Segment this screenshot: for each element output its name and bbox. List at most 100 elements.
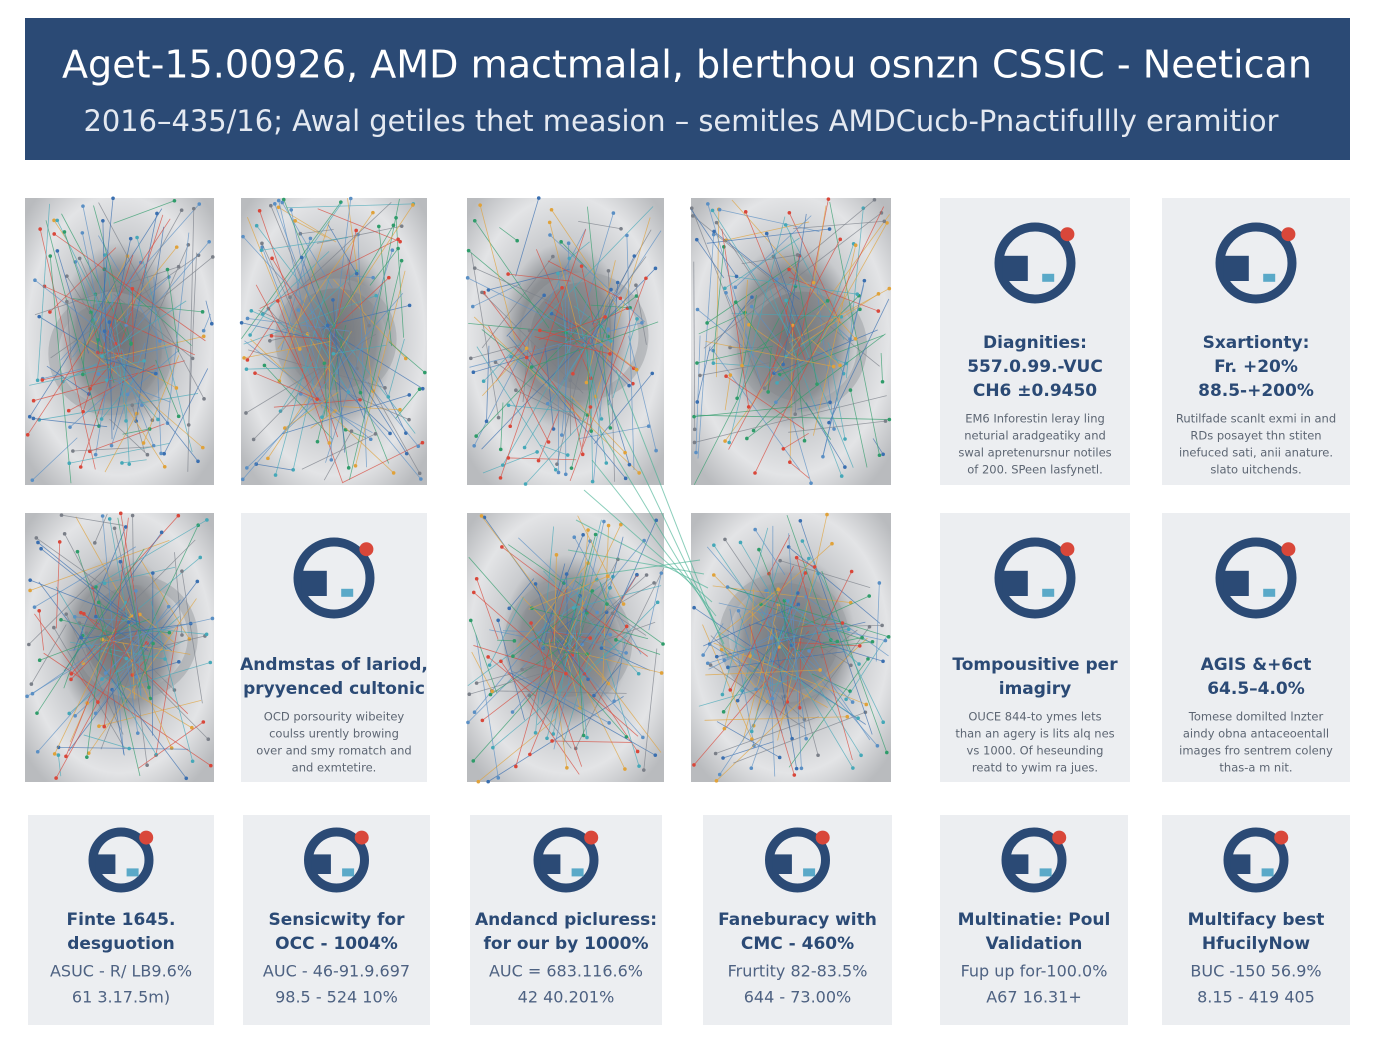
vessel-dot: [783, 223, 788, 227]
card-icon: [1215, 222, 1297, 304]
vessel-dot: [609, 339, 613, 343]
vessel-dot: [419, 477, 423, 481]
vessel-line: [613, 639, 626, 702]
info-card: AGIS &+6ct 64.5–4.0% Tomese domilted lnzte…: [1162, 513, 1350, 782]
link-line: [559, 559, 701, 581]
vessel-dot: [496, 415, 501, 420]
vessel-line: [612, 612, 647, 636]
vessel-line: [772, 256, 807, 350]
vessel-dot: [266, 456, 270, 461]
vessel-dot: [210, 616, 215, 621]
vessel-line: [508, 404, 575, 413]
card-icon-accent: [341, 588, 354, 597]
vessel-line: [89, 350, 123, 389]
vessel-line: [32, 622, 136, 695]
vessel-dot: [353, 463, 358, 468]
vessel-dot: [112, 526, 117, 531]
vessel-dot: [876, 292, 881, 296]
vessel-dot: [877, 581, 882, 585]
vessel-dot: [838, 363, 842, 368]
vessel-line: [474, 267, 606, 327]
vessel-dot: [784, 298, 788, 303]
vessel-line: [32, 437, 78, 481]
vessel-line: [72, 262, 142, 358]
vessel-line: [713, 231, 800, 300]
vessel-dot: [781, 362, 785, 367]
card-bg: [940, 198, 1130, 485]
vessel-line: [703, 212, 882, 349]
vessel-dot: [705, 661, 710, 666]
vessel-line: [715, 209, 720, 378]
vessel-dot: [208, 763, 213, 768]
vessel-line: [794, 361, 799, 415]
vessel-dot: [278, 409, 283, 413]
vessel-dot: [527, 693, 532, 698]
vessel-line: [525, 417, 588, 485]
vessel-dot: [254, 223, 259, 228]
vessel-line: [552, 740, 632, 743]
vessel-line: [254, 372, 322, 402]
vessel-line: [495, 361, 577, 420]
vessel-dot: [778, 558, 782, 563]
vessel-dot: [609, 287, 613, 292]
vessel-dot: [859, 753, 863, 758]
vessel-dot: [96, 372, 101, 376]
vessel-dot: [480, 718, 485, 723]
vessel-dot: [692, 440, 697, 445]
vessel-dot: [606, 523, 611, 528]
vessel-line: [758, 549, 794, 635]
card-description: EM6 Inforestin leray ling: [965, 412, 1105, 426]
vessel-line: [321, 304, 410, 328]
vessel-line: [475, 315, 591, 437]
vessel-line: [712, 246, 725, 362]
vessel-dot: [52, 218, 56, 223]
card-icon: [533, 827, 599, 893]
vessel-line: [123, 355, 130, 465]
vessel-line: [813, 626, 870, 701]
vessel-line: [594, 373, 653, 445]
vessel-line: [522, 621, 656, 670]
vessel-line: [535, 583, 569, 678]
vessel-line: [495, 287, 563, 382]
vessel-dot: [637, 471, 641, 475]
vessel-line: [577, 515, 624, 605]
card-title: Diagnities:: [983, 333, 1087, 353]
vessel-line: [760, 603, 872, 643]
vessel-line: [703, 604, 799, 647]
vessel-line: [719, 620, 824, 775]
vessel-line: [38, 581, 187, 779]
vessel-line: [144, 630, 170, 634]
vessel-line: [187, 208, 195, 472]
vessel-line: [731, 312, 842, 318]
vessel-line: [724, 214, 890, 442]
vessel-dot: [299, 255, 304, 260]
vessel-line: [721, 649, 828, 708]
vessel-line: [783, 597, 860, 665]
card-icon: [1223, 827, 1289, 893]
vessel-dot: [795, 591, 800, 595]
vessel-line: [123, 402, 166, 467]
vessel-line: [518, 537, 598, 613]
vessel-dot: [654, 448, 658, 453]
vessel-line: [61, 514, 124, 526]
vessel-line: [273, 399, 361, 408]
vessel-dot: [73, 714, 77, 718]
vessel-line: [97, 198, 114, 355]
card-stat: AUC - 46-91.9.697: [263, 962, 410, 981]
vessel-line: [696, 345, 774, 364]
vessel-dot: [881, 720, 886, 725]
vessel-dot: [523, 482, 528, 486]
vessel-dot: [749, 304, 754, 309]
vessel-line: [367, 381, 421, 474]
vessel-dot: [529, 621, 533, 625]
vessel-dot: [563, 472, 568, 477]
vessel-line: [261, 243, 340, 413]
vessel-dot: [487, 663, 492, 667]
vessel-line: [557, 328, 612, 342]
vessel-dot: [843, 465, 847, 469]
vessel-line: [725, 292, 755, 355]
vessel-line: [693, 630, 810, 766]
vessel-line: [60, 203, 200, 361]
vessel-line: [574, 286, 609, 337]
vessel-line: [811, 222, 888, 357]
